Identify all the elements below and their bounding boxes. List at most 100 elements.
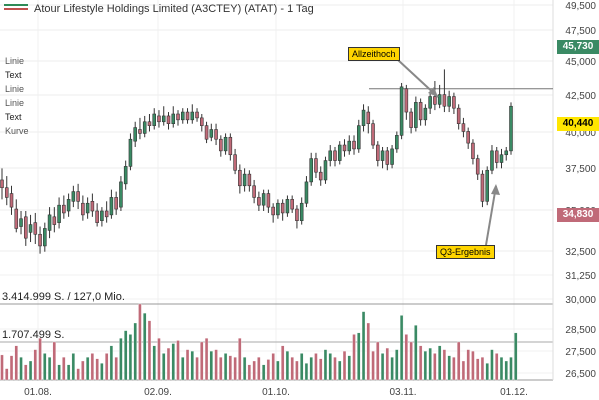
candle	[238, 169, 242, 187]
volume-bar	[290, 357, 294, 381]
candle	[0, 179, 4, 189]
candle	[399, 86, 404, 136]
volume-bar	[376, 341, 380, 381]
candle	[161, 115, 166, 123]
volume-bar	[5, 368, 9, 381]
x-tick-label: 01.08.	[24, 387, 52, 398]
volume-bar	[162, 353, 166, 381]
volume-bar	[285, 350, 290, 381]
candle	[223, 136, 228, 152]
volume-bar	[404, 334, 408, 381]
candle	[71, 191, 76, 202]
sidebar-item-kurve[interactable]: Kurve	[5, 126, 29, 136]
volume-bar	[66, 364, 71, 381]
candle	[504, 150, 509, 156]
volume-bar	[314, 353, 318, 381]
ath-callout: Allzeithoch	[348, 47, 400, 61]
y-tick-label: 47,500	[565, 26, 596, 37]
volume-bar	[176, 340, 180, 381]
sidebar-item-text-1[interactable]: Text	[5, 70, 22, 80]
volume-bar	[342, 350, 347, 381]
candle	[138, 129, 142, 134]
candle	[352, 140, 356, 150]
volume-bar	[409, 341, 413, 381]
volume-bar	[495, 353, 499, 381]
volume-bar	[371, 350, 375, 381]
y-tick-label: 32,500	[565, 247, 596, 258]
volume-bar	[304, 363, 309, 381]
candle	[180, 111, 185, 121]
candle	[409, 111, 413, 128]
volume-bar	[323, 349, 328, 381]
volume-bar	[504, 360, 508, 381]
volume-max-label: 3.414.999 S. / 127,0 Mio.	[2, 291, 125, 303]
sidebar-item-linie-2[interactable]: Linie	[5, 84, 25, 94]
volume-bar	[423, 350, 427, 381]
candle	[318, 171, 323, 181]
y-tick-label: 26,500	[565, 369, 596, 380]
sidebar-item-linie-3[interactable]: Linie	[5, 98, 25, 108]
y-tick-label: 27,500	[565, 347, 596, 358]
candle	[176, 113, 180, 121]
volume-bar	[442, 349, 447, 381]
candle	[290, 199, 294, 210]
volume-bar	[319, 358, 323, 381]
sidebar-item-linie-1[interactable]: Linie	[5, 56, 25, 66]
volume-bar	[181, 357, 185, 381]
candle	[204, 125, 209, 140]
candle	[266, 193, 271, 208]
volume-bar	[157, 338, 161, 381]
volume-bar	[76, 368, 80, 381]
volume-bar	[428, 347, 432, 381]
candle	[347, 140, 352, 152]
y-tick-label: 42,500	[565, 91, 596, 102]
candle	[494, 150, 499, 163]
volume-bar	[43, 353, 47, 381]
volume-bar	[166, 347, 171, 381]
candle	[52, 216, 57, 225]
candle	[128, 138, 133, 167]
candle	[4, 187, 9, 198]
candle	[276, 202, 280, 216]
candle	[43, 228, 47, 247]
candle	[485, 169, 489, 202]
candle	[47, 214, 52, 231]
sidebar-item-text-2[interactable]: Text	[5, 112, 22, 122]
volume-bar	[357, 332, 361, 381]
candle	[166, 115, 171, 125]
y-tick-label: 49,500	[565, 1, 596, 12]
volume-bar	[52, 341, 56, 381]
volume-bar	[143, 312, 147, 381]
volume-bar	[147, 320, 152, 381]
candle	[214, 129, 218, 140]
candle	[328, 150, 333, 161]
volume-bar	[71, 353, 75, 381]
volume-bar	[461, 360, 466, 381]
volume-bar	[366, 322, 370, 381]
candle	[376, 144, 380, 161]
volume-bar	[257, 357, 261, 381]
candle	[490, 150, 494, 171]
candle	[333, 150, 337, 161]
candle	[385, 150, 390, 165]
candle	[33, 222, 38, 235]
volume-bar	[380, 353, 385, 381]
candle	[119, 181, 123, 208]
volume-bar	[190, 350, 194, 381]
volume-bar	[204, 338, 209, 381]
candle	[95, 210, 99, 223]
candle	[257, 197, 261, 206]
x-tick-label: 01.12.	[500, 387, 528, 398]
candle	[133, 127, 137, 142]
q3-arrow	[485, 185, 497, 246]
candle	[76, 191, 80, 202]
volume-bar	[447, 355, 451, 381]
volume-bar	[347, 355, 351, 381]
volume-bar	[252, 360, 256, 381]
candle	[466, 131, 470, 144]
candle	[509, 105, 513, 152]
y-tick-label: 45,000	[565, 57, 596, 68]
volume-bar	[47, 357, 52, 381]
candle	[104, 210, 109, 218]
